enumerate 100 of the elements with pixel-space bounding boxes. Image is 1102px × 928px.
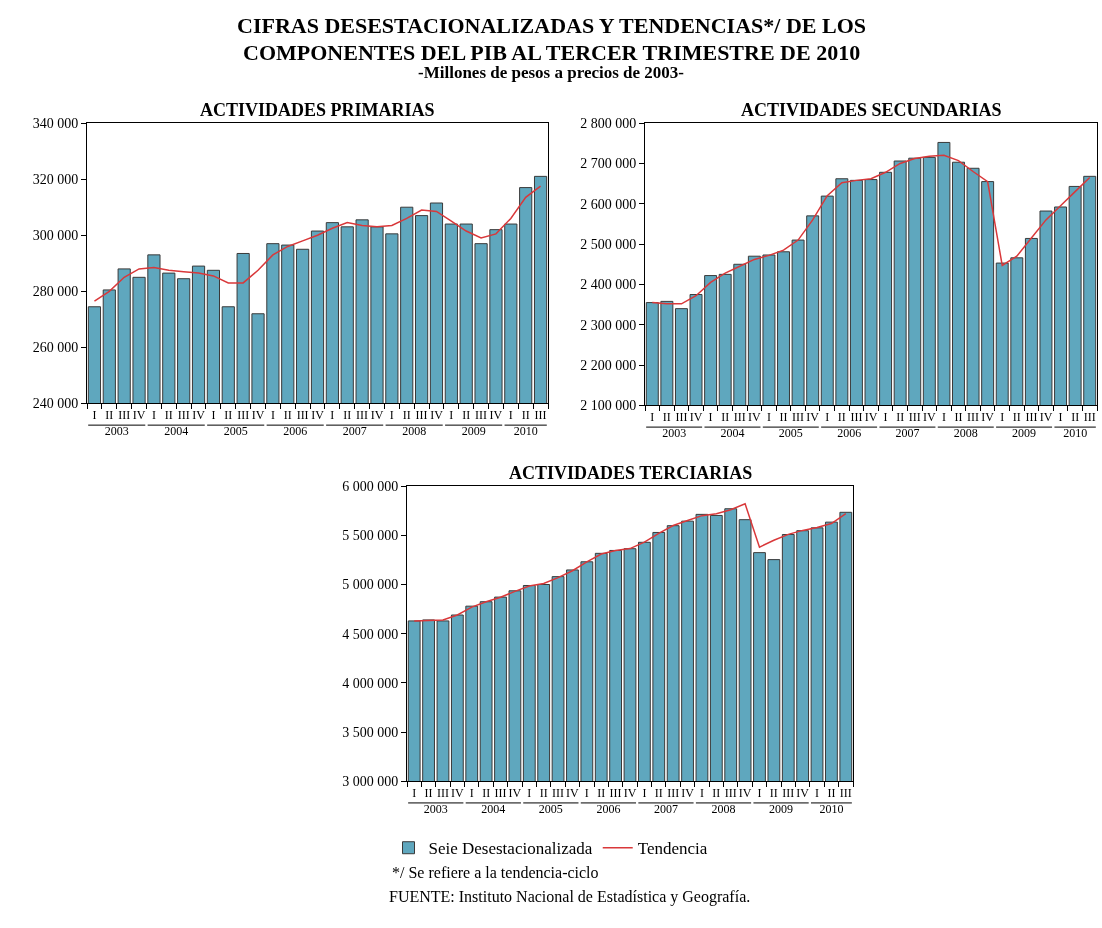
x-tick-label: III — [850, 409, 863, 424]
x-tick-label: III — [356, 407, 369, 422]
x-tick-label: III — [177, 407, 190, 422]
x-tick-label: IV — [689, 409, 703, 424]
chart-title: ACTIVIDADES SECUNDARIAS — [741, 100, 1002, 120]
x-tick-label: III — [1025, 409, 1038, 424]
x-tick-label: III — [667, 785, 680, 800]
x-tick-label: III — [733, 409, 746, 424]
text: 2003 — [423, 801, 448, 816]
text: 2010 — [1063, 425, 1088, 440]
text: -Millones de pesos a precios de 2003- — [418, 63, 685, 82]
x-tick-label: II — [424, 785, 433, 800]
y-tick-label: 5 500 000 — [342, 528, 399, 544]
x-tick-label: IV — [796, 785, 810, 800]
text: 2005 — [538, 801, 563, 816]
y-tick-label: 2 200 000 — [580, 358, 637, 374]
y-tick-label: 320 000 — [32, 172, 79, 188]
x-tick-label: IV — [251, 407, 265, 422]
x-tick-label: III — [552, 785, 565, 800]
x-tick-label: III — [782, 785, 795, 800]
x-tick-label: II — [597, 785, 606, 800]
x-tick-label: II — [402, 407, 411, 422]
text: 2006 — [596, 801, 621, 816]
x-tick-label: II — [105, 407, 114, 422]
x-tick-label: I — [642, 785, 647, 800]
x-tick-label: IV — [489, 407, 503, 422]
text: 2007 — [653, 801, 678, 816]
x-tick-label: II — [462, 407, 471, 422]
y-tick-label: 4 000 000 — [342, 675, 399, 691]
y-tick-label: 2 500 000 — [580, 237, 637, 252]
x-tick-label: I — [270, 407, 275, 422]
x-tick-label: II — [654, 785, 663, 800]
x-tick-label: IV — [1039, 409, 1053, 424]
x-tick-label: I — [699, 785, 704, 800]
y-tick-label: 3 500 000 — [342, 724, 399, 740]
y-tick-label: 2 700 000 — [580, 156, 637, 172]
text: 2010 — [513, 423, 538, 438]
y-tick-label: 3 000 000 — [342, 774, 399, 790]
x-tick-label: II — [1071, 409, 1080, 424]
text: 2006 — [283, 423, 308, 438]
y-tick-label: 240 000 — [32, 396, 79, 412]
text: 2003 — [662, 425, 687, 440]
x-tick-label: III — [237, 407, 250, 422]
text: 2009 — [1012, 425, 1037, 440]
x-tick-label: III — [415, 407, 428, 422]
x-tick-label: I — [1058, 409, 1063, 424]
x-tick-label: IV — [451, 785, 465, 800]
text: 2004 — [481, 801, 506, 816]
x-tick-label: II — [539, 785, 548, 800]
text: 2010 — [819, 801, 844, 816]
x-tick-label: III — [296, 407, 309, 422]
x-tick-label: IV — [508, 785, 522, 800]
x-tick-label: III — [494, 785, 507, 800]
x-tick-label: II — [164, 407, 173, 422]
x-tick-label: IV — [192, 407, 206, 422]
x-tick-label: I — [766, 409, 771, 424]
x-tick-label: IV — [132, 407, 146, 422]
chart-title: ACTIVIDADES PRIMARIAS — [200, 100, 435, 120]
x-tick-label: I — [211, 407, 216, 422]
x-tick-label: IV — [623, 785, 637, 800]
x-tick-label: II — [827, 785, 836, 800]
y-tick-label: 2 600 000 — [580, 196, 637, 212]
x-tick-label: II — [779, 409, 788, 424]
chart-title: ACTIVIDADES TERCIARIAS — [509, 463, 753, 483]
x-tick-label: III — [967, 409, 980, 424]
text: CIFRAS DESESTACIONALIZADAS Y TENDENCIAS*/ DE LOS — [237, 13, 866, 38]
line-series — [413, 503, 847, 622]
x-tick-label: II — [769, 785, 778, 800]
text: 2004 — [164, 423, 189, 438]
x-tick-label: I — [708, 409, 713, 424]
source-note: FUENTE: Instituto Nacional de Estadística y Geografía. — [389, 888, 751, 906]
text: 2008 — [711, 801, 736, 816]
x-tick-label: I — [508, 407, 513, 422]
x-tick-label: III — [609, 785, 622, 800]
x-tick-label: I — [815, 785, 820, 800]
y-tick-label: 2 400 000 — [580, 277, 637, 293]
x-tick-label: I — [825, 409, 830, 424]
text: 2005 — [778, 425, 803, 440]
text: 2009 — [769, 801, 794, 816]
x-tick-label: I — [527, 785, 532, 800]
x-tick-label: III — [1083, 409, 1096, 424]
text: 2003 — [104, 423, 129, 438]
y-tick-label: 2 800 000 — [580, 115, 637, 131]
line-series — [93, 185, 542, 302]
x-tick-label: II — [721, 409, 730, 424]
x-tick-label: II — [712, 785, 721, 800]
x-tick-label: III — [908, 409, 921, 424]
x-tick-label: IV — [981, 409, 995, 424]
x-tick-label: I — [883, 409, 888, 424]
x-tick-label: IV — [864, 409, 878, 424]
y-tick-label: 5 000 000 — [342, 577, 399, 593]
x-tick-label: IV — [681, 785, 695, 800]
text: */ Se refiere a la tendencia-ciclo — [392, 864, 599, 881]
text: 2009 — [461, 423, 486, 438]
x-tick-label: III — [436, 785, 449, 800]
line-series — [651, 154, 1091, 305]
x-tick-label: III — [534, 407, 547, 422]
text: 2007 — [342, 423, 367, 438]
x-tick-label: I — [941, 409, 946, 424]
x-tick-label: I — [330, 407, 335, 422]
